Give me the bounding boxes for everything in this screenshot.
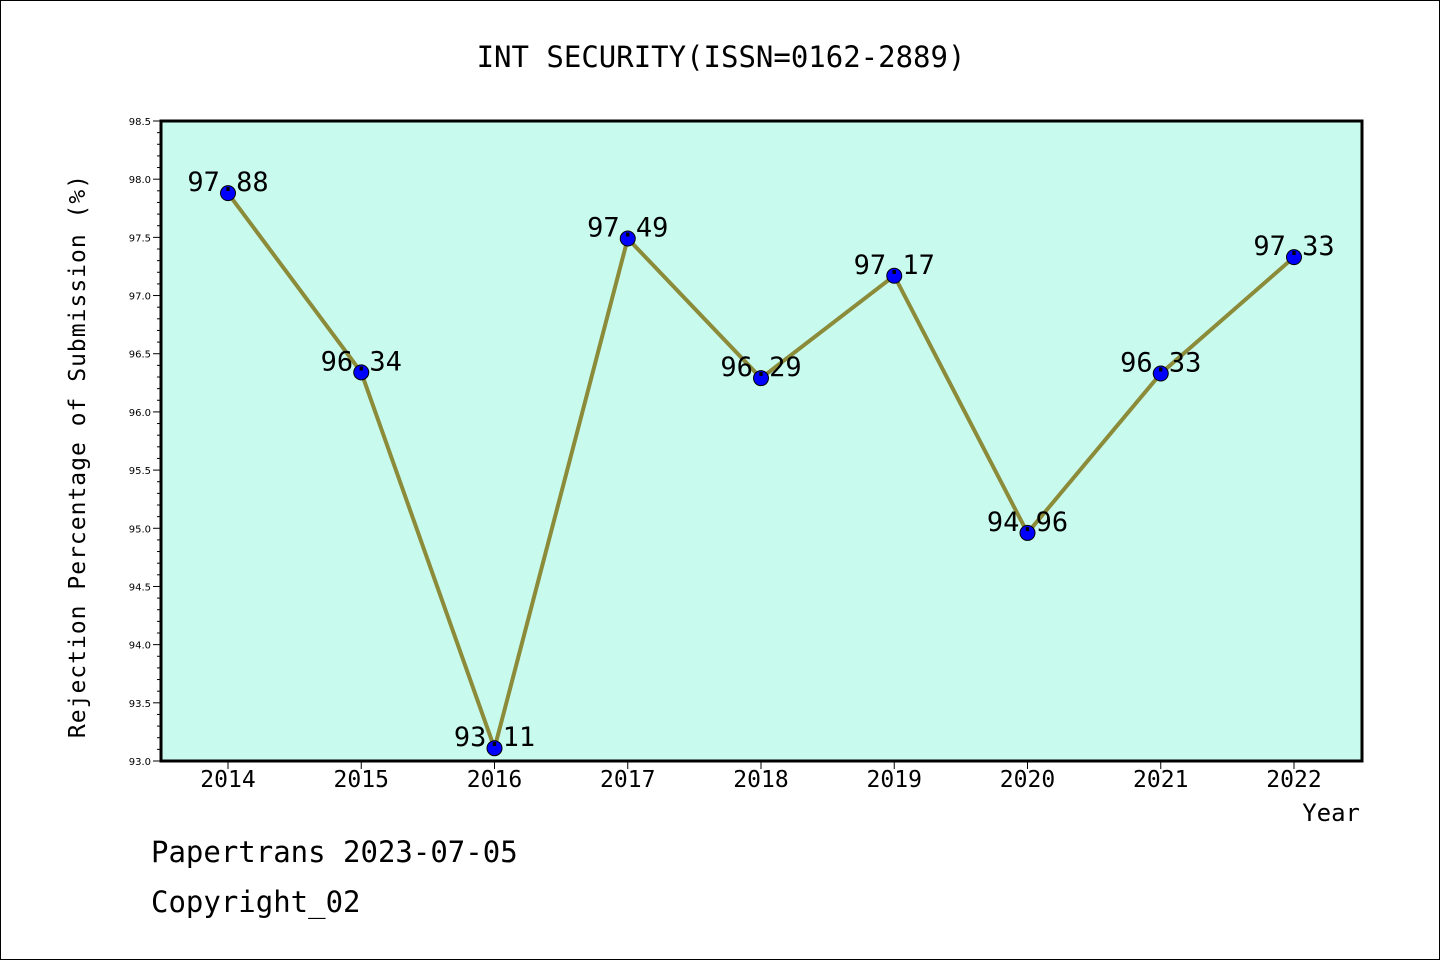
data-point-label: 93.11: [454, 722, 535, 753]
data-point-label: 96.34: [321, 346, 402, 377]
data-point-label: 94.96: [987, 507, 1068, 538]
y-tick-label: 93.5: [129, 699, 151, 710]
data-point-label: 97.49: [587, 213, 668, 244]
y-tick-label: 96.0: [129, 408, 151, 419]
y-tick-label: 98.0: [129, 175, 151, 186]
footer-date-line: Papertrans 2023-07-05: [151, 835, 518, 869]
data-point-marker: [886, 267, 903, 284]
data-point-marker: [1019, 524, 1036, 541]
data-point-label: 97.88: [187, 167, 268, 198]
data-markers: [220, 185, 1302, 757]
x-tick-label: 2021: [1133, 767, 1188, 793]
y-tick-label: 97.5: [129, 233, 151, 244]
data-labels: 97.88 96.34 93.11 97.49 96.29 97.17 94.96 96.33…: [187, 167, 1334, 753]
y-tick-label: 98.5: [129, 117, 151, 128]
data-point-marker: [619, 230, 636, 247]
data-point-marker: [220, 185, 236, 202]
data-point-marker: [1286, 249, 1302, 266]
x-tick-label: 2020: [1000, 767, 1055, 793]
y-tick-label: 97.0: [129, 292, 151, 303]
x-tick-label: 2018: [733, 767, 788, 793]
x-tick-label: 2015: [334, 767, 389, 793]
data-point-label: 96.33: [1120, 348, 1201, 379]
footer-copyright-line: Copyright_02: [151, 885, 361, 919]
data-point-marker: [486, 740, 503, 757]
y-tick-label: 95.0: [129, 524, 151, 535]
y-tick-label: 94.5: [129, 582, 151, 593]
data-point-marker: [1152, 365, 1169, 382]
chart-title: INT SECURITY(ISSN=0162-2889): [477, 40, 966, 74]
x-axis: 2014 2015 2016 2017 2018 2019 2020 2021 2022: [200, 761, 1322, 793]
y-tick-label: 96.5: [129, 350, 151, 361]
x-tick-label: 2014: [200, 767, 255, 793]
data-point-label: 97.17: [854, 250, 935, 281]
y-axis: 93.0 93.5 94.0 94.5 95.0 95.5 96.0 96.5 97.0 97.5…: [129, 117, 161, 768]
data-point-label: 97.33: [1253, 231, 1334, 262]
data-point-marker: [753, 370, 769, 387]
y-tick-label: 95.5: [129, 466, 151, 477]
plot-area: [159, 119, 1364, 763]
y-axis-label: Rejection Percentage of Submission (%): [65, 174, 91, 738]
x-tick-label: 2016: [467, 767, 522, 793]
x-axis-label: Year: [1302, 799, 1360, 827]
data-point-label: 96.29: [720, 352, 801, 383]
x-tick-label: 2017: [600, 767, 655, 793]
y-tick-label: 93.0: [129, 757, 151, 768]
x-tick-label: 2022: [1266, 767, 1321, 793]
y-tick-label: 94.0: [129, 641, 151, 652]
data-point-marker: [353, 364, 370, 381]
x-tick-label: 2019: [867, 767, 922, 793]
